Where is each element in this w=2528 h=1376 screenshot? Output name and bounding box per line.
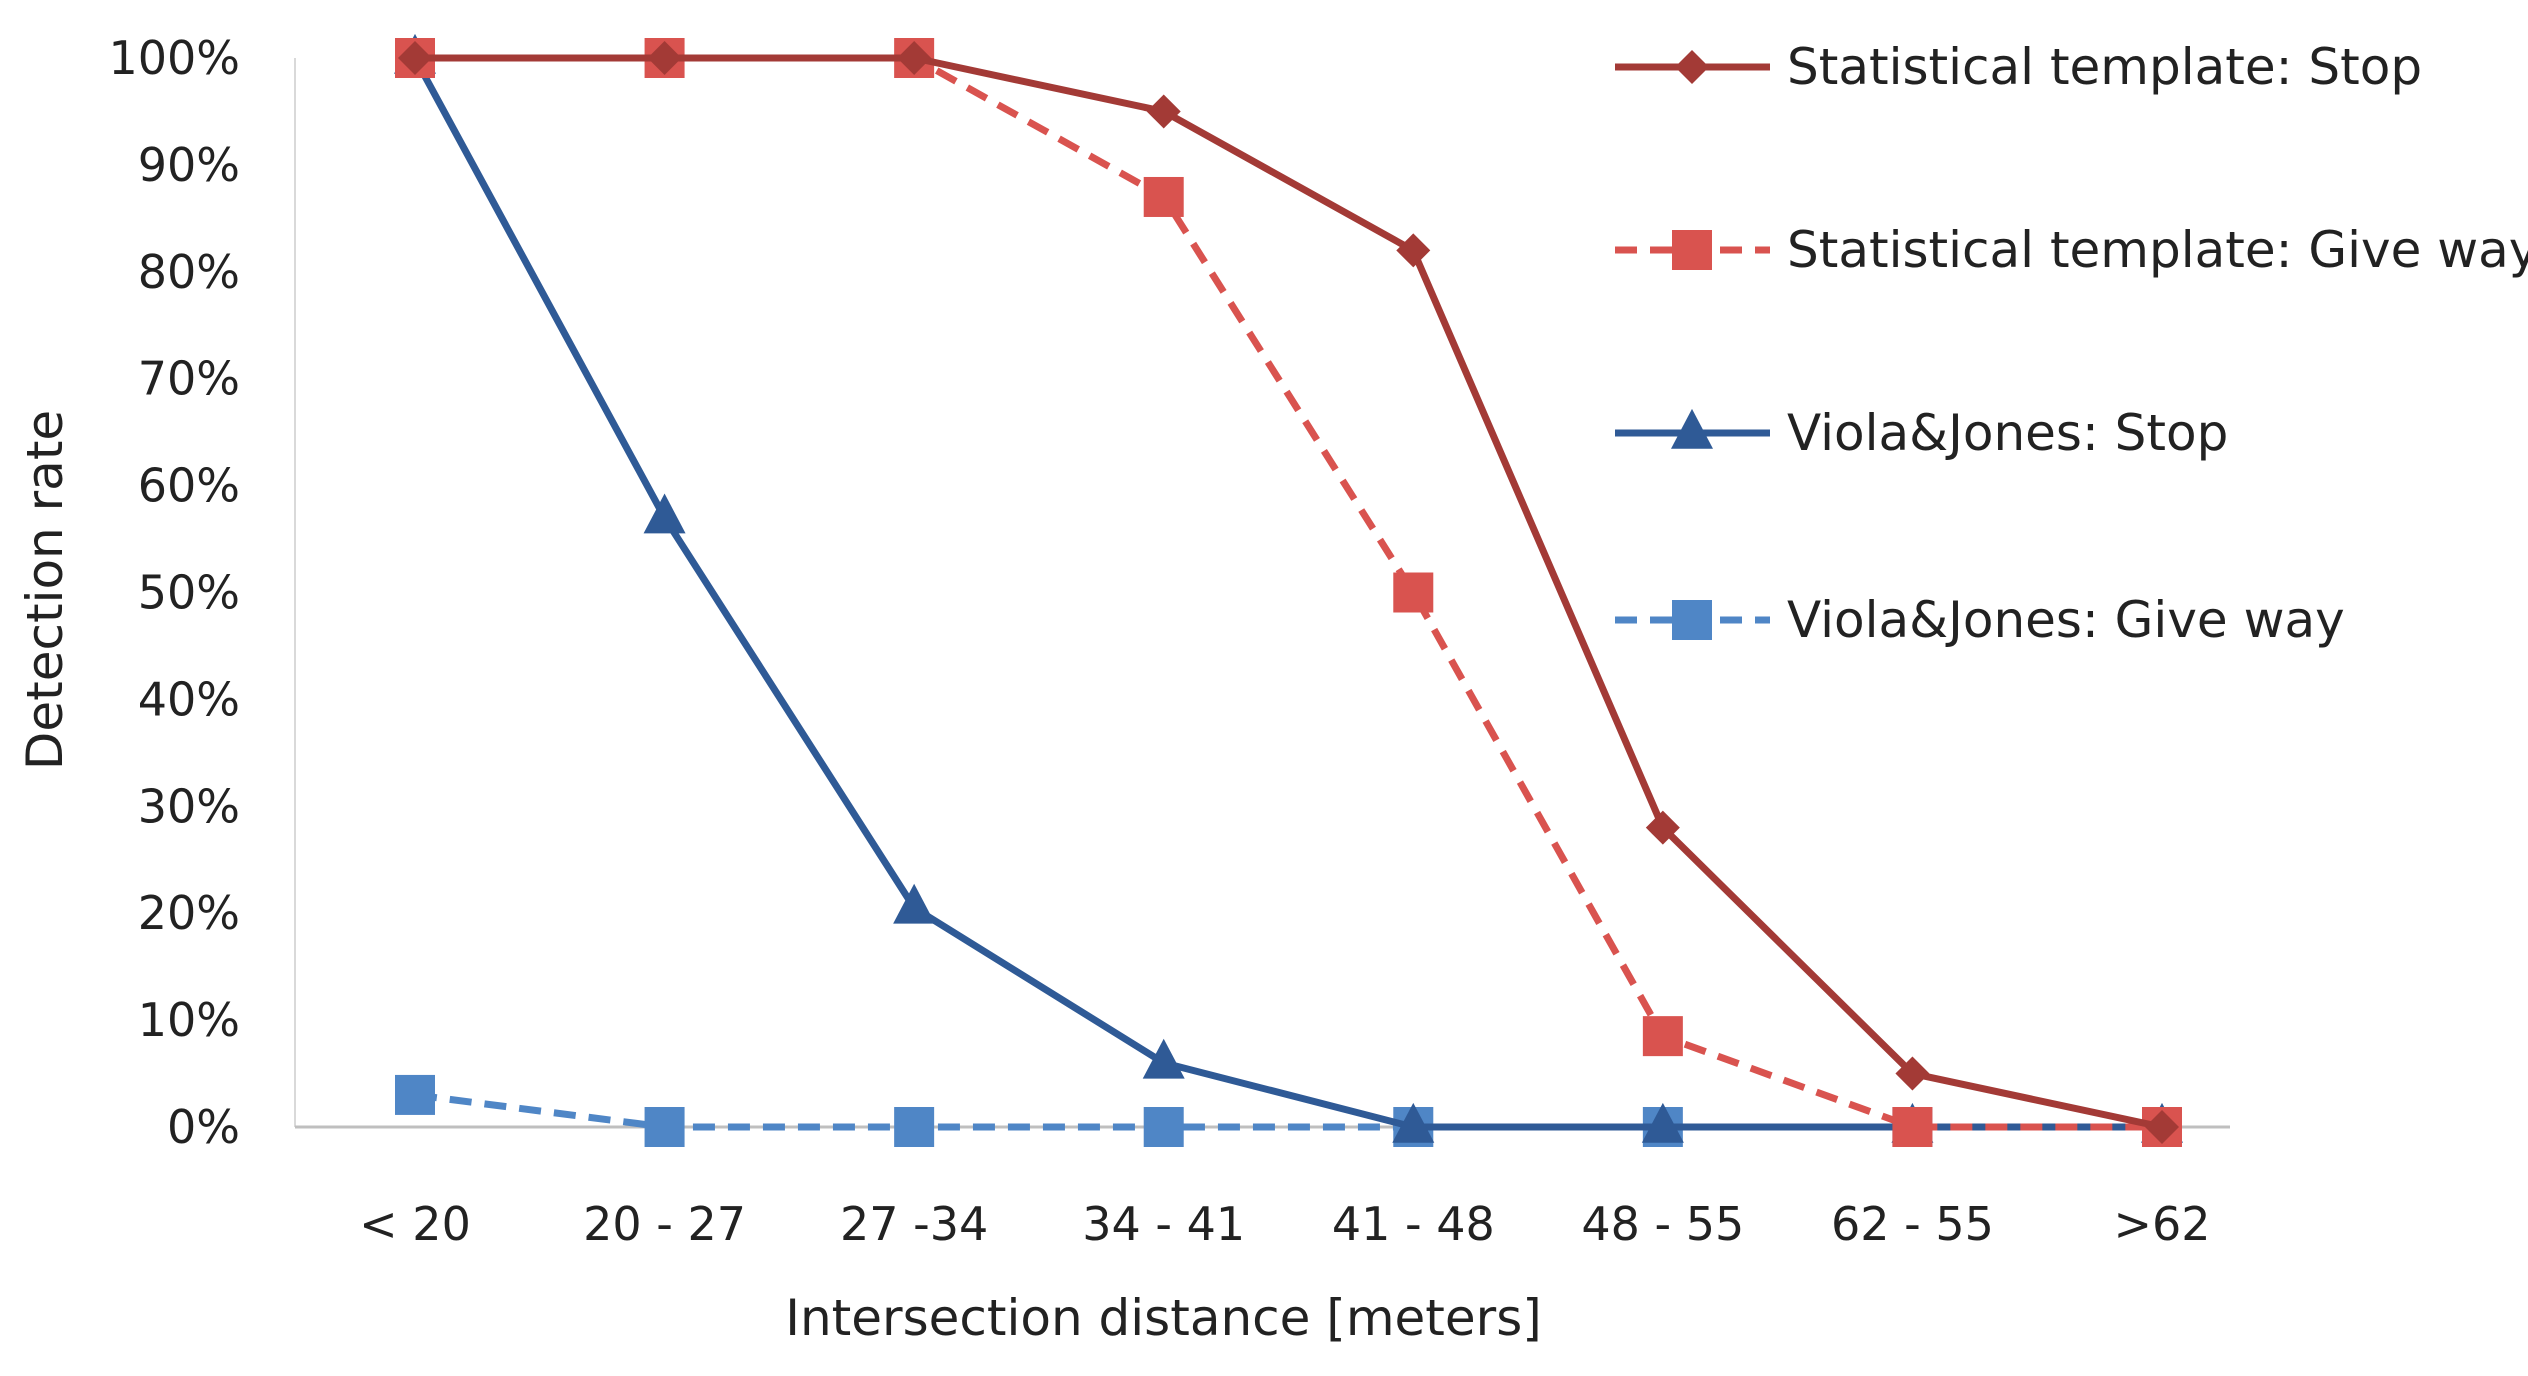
data-point [2145,1110,2179,1144]
y-axis-title: Detection rate [16,410,74,770]
data-point [395,1074,435,1115]
x-tick-label: 41 - 48 [1332,1197,1495,1251]
y-tick-label: 50% [138,566,240,620]
legend-label: Viola&Jones: Give way [1787,591,2345,649]
data-point [1396,233,1431,268]
x-tick-label: 48 - 55 [1581,1197,1744,1251]
legend-marker [1672,600,1712,640]
data-point [647,41,682,75]
series-1 [398,41,2179,1144]
y-tick-label: 80% [138,245,240,299]
legend-item: Viola&Jones: Stop [1615,404,2228,462]
data-point [1393,572,1434,613]
legend-marker [1672,230,1712,270]
legend-label: Statistical template: Stop [1787,38,2422,96]
legend-label: Statistical template: Give way [1787,221,2528,279]
legend-label: Viola&Jones: Stop [1787,404,2228,462]
legend-item: Statistical template: Stop [1615,38,2422,96]
data-point [1642,1016,1683,1057]
data-point [643,493,686,534]
data-point [1641,1102,1684,1143]
x-axis-title: Intersection distance [meters] [785,1289,1542,1347]
y-tick-label: 30% [138,779,240,833]
y-tick-label: 10% [138,993,240,1047]
x-tick-label: 27 -34 [840,1197,988,1251]
data-point [1143,176,1184,217]
data-point [1392,1102,1435,1143]
series-layer [394,33,2183,1147]
x-tick-label: >62 [2113,1197,2210,1251]
data-point [1146,94,1181,129]
x-tick-label: 62 - 55 [1831,1197,1994,1251]
data-point [398,41,432,75]
series-line [415,54,2163,1131]
x-tick-label: 34 - 41 [1082,1197,1245,1251]
x-tick-label: 20 - 27 [583,1197,746,1251]
legend-marker [1671,408,1713,449]
y-tick-label: 0% [167,1100,240,1154]
legend: Statistical template: Stop Statistical te… [1615,38,2528,649]
data-point [894,1107,935,1147]
series-line [411,56,2162,1131]
y-tick-labels: 0% 10% 20% 30% 40% 50% 60% 70% 80% 90% 100% [108,31,240,1154]
y-tick-label: 100% [108,31,240,85]
data-point [1645,810,1680,845]
data-point [893,883,936,924]
legend-item: Statistical template: Give way [1615,221,2528,279]
data-point [1143,1107,1184,1147]
data-point [1142,1038,1185,1079]
y-tick-label: 70% [138,352,240,406]
legend-item: Viola&Jones: Give way [1615,591,2345,649]
data-point [897,41,932,75]
data-point [1892,1107,1933,1147]
data-point [1895,1056,1930,1091]
y-tick-label: 60% [138,459,240,513]
series-line [414,1091,2162,1131]
x-tick-label: < 20 [359,1197,471,1251]
data-point [644,1107,685,1147]
y-tick-label: 40% [138,672,240,726]
x-tick-labels: < 20 20 - 27 27 -34 34 - 41 41 - 48 48 - 55 62… [359,1197,2210,1251]
legend-marker [1675,50,1709,84]
y-tick-label: 90% [138,138,240,192]
y-tick-label: 20% [138,886,240,940]
